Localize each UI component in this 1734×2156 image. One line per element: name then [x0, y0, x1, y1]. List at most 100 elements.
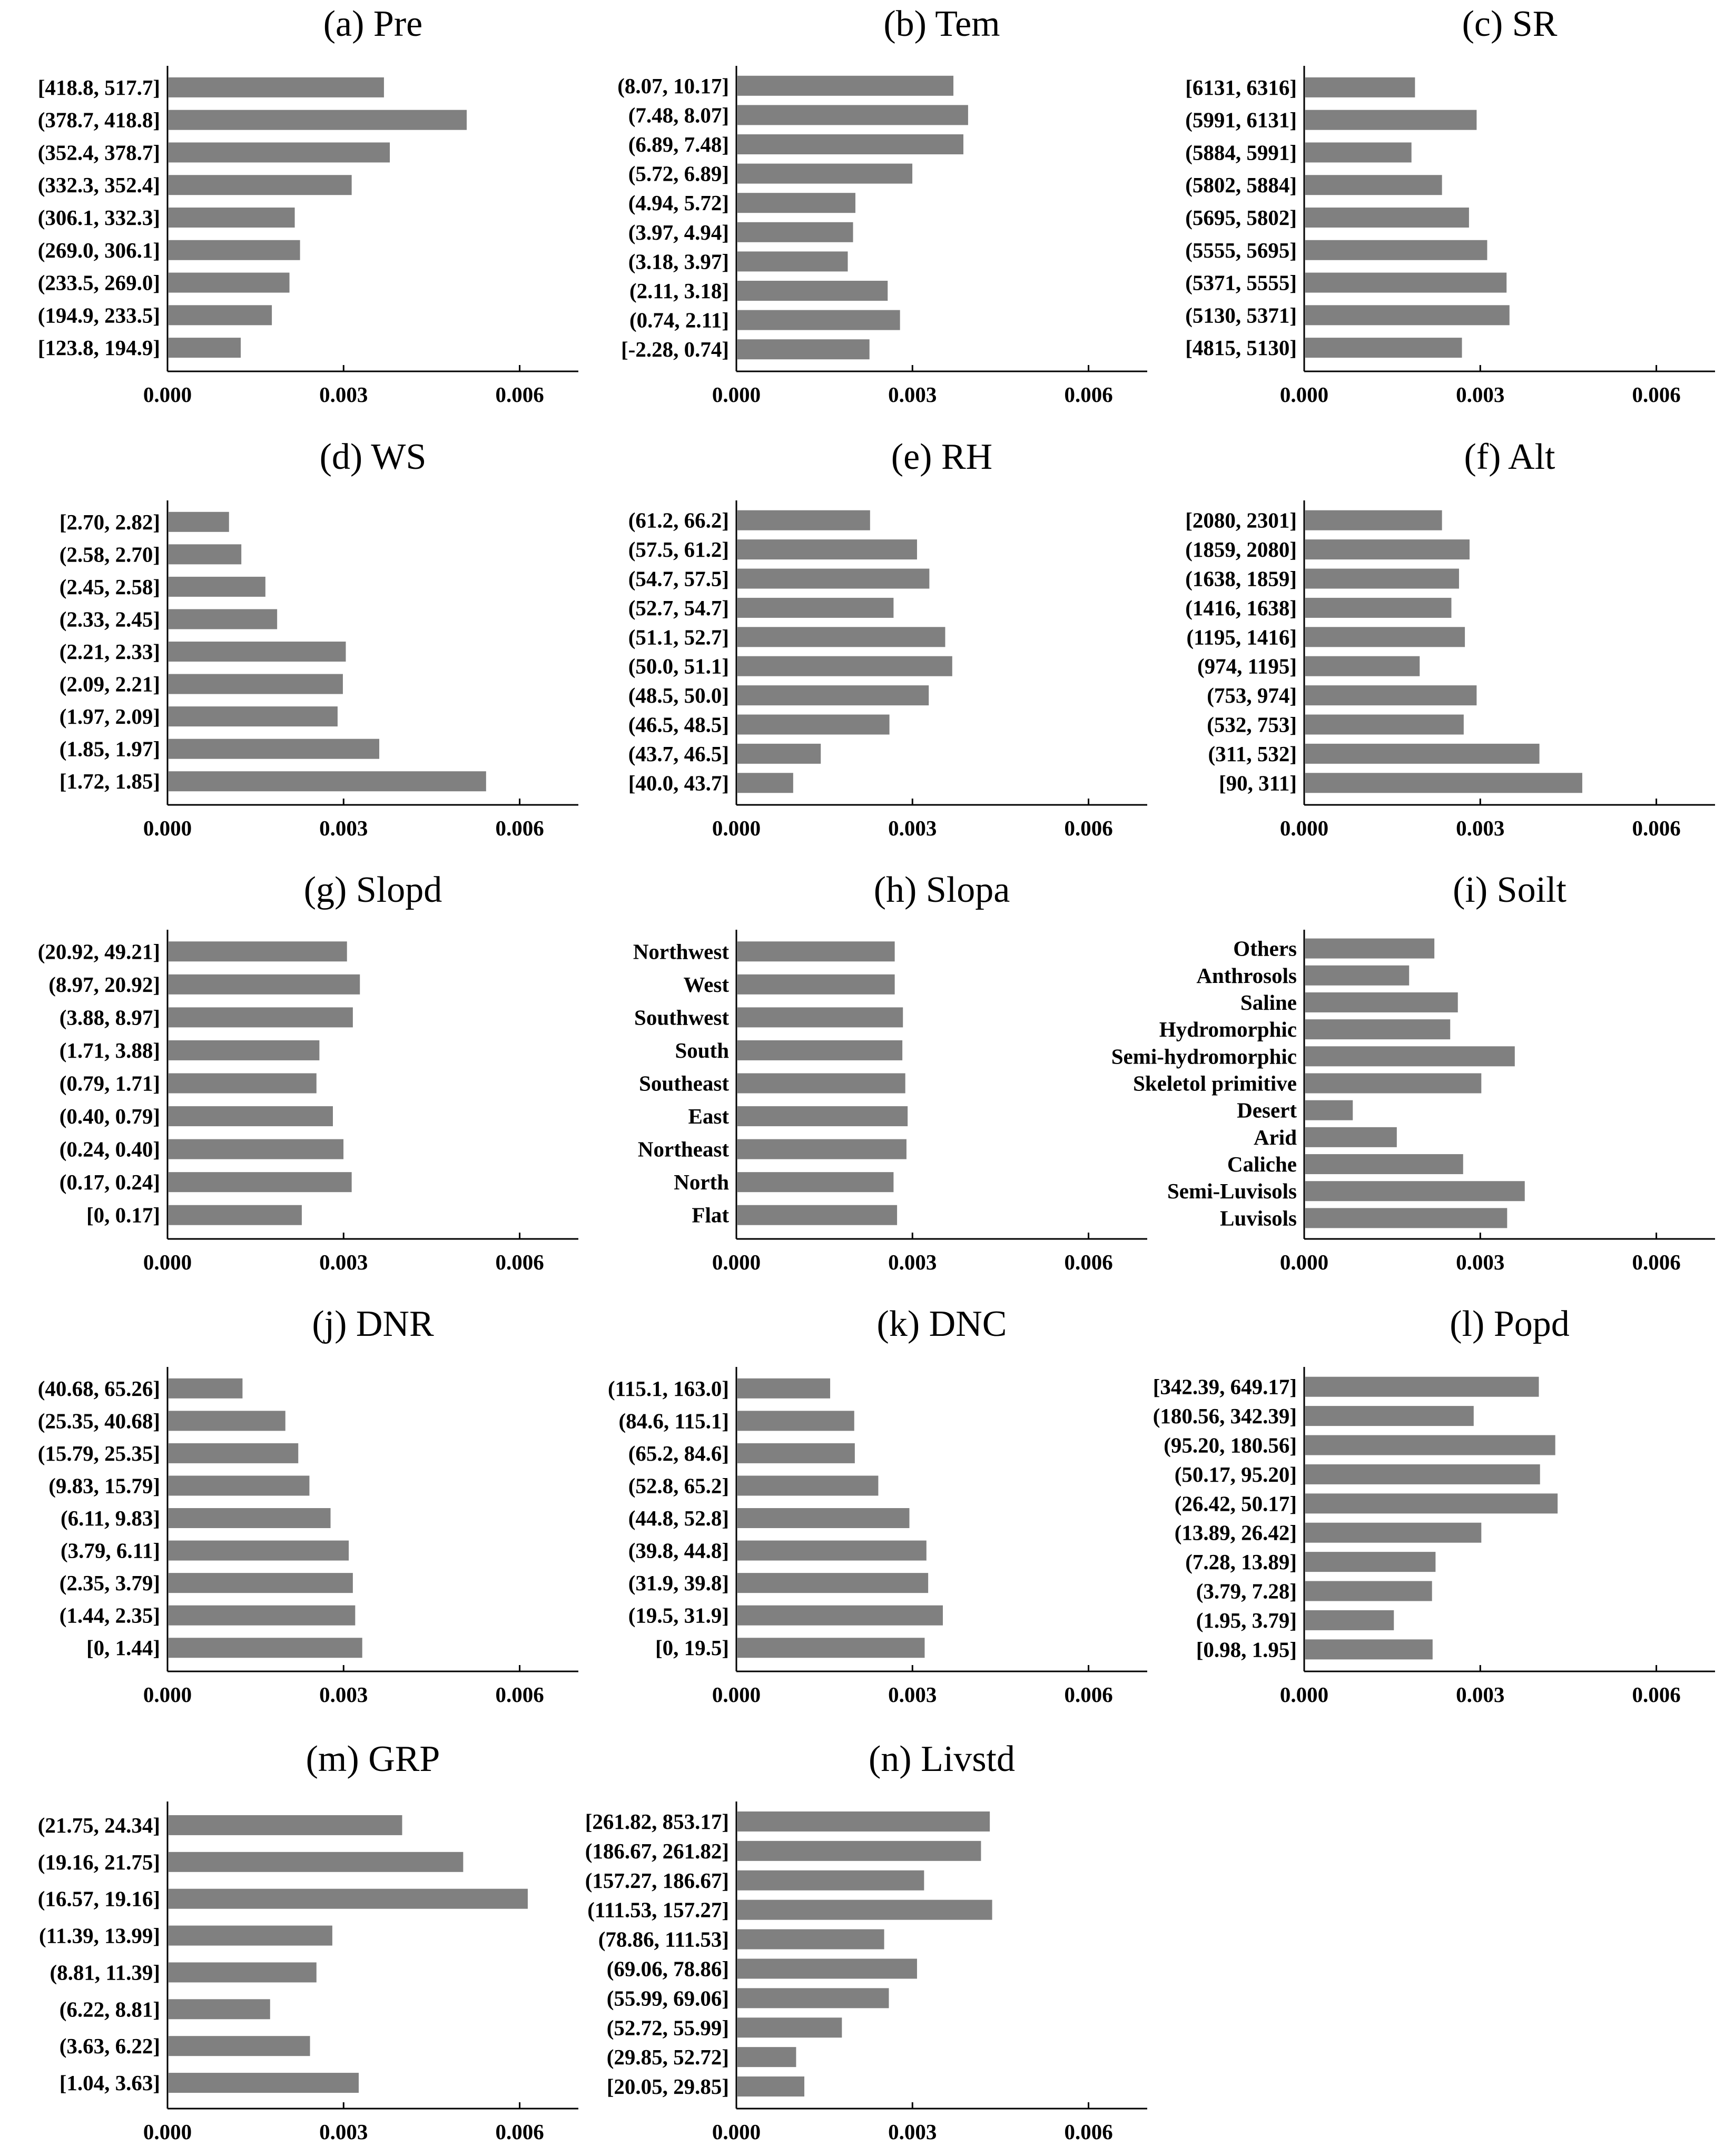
category-label: (5130, 5371]: [1185, 303, 1297, 327]
category-label: Caliche: [1227, 1152, 1297, 1176]
bar: [737, 1073, 905, 1094]
bar: [169, 706, 338, 727]
category-label: (3.97, 4.94]: [628, 220, 729, 244]
bar: [737, 2047, 796, 2068]
bar: [1305, 1019, 1451, 1040]
bar: [1305, 142, 1412, 163]
bar: [169, 110, 467, 130]
category-label: (180.56, 342.39]: [1153, 1404, 1297, 1428]
category-label: (39.8, 44.8]: [628, 1539, 729, 1563]
category-label: (194.9, 233.5]: [38, 303, 160, 327]
category-label: (8.97, 20.92]: [48, 972, 160, 997]
bar: [1305, 656, 1420, 676]
bar: [1305, 743, 1540, 764]
category-label: (233.5, 269.0]: [38, 271, 160, 295]
bar: [737, 1840, 981, 1861]
category-label: (8.07, 10.17]: [617, 74, 729, 98]
category-label: North: [674, 1170, 729, 1194]
category-label: [4815, 5130]: [1185, 336, 1297, 360]
x-tick-label: 0.003: [1456, 1682, 1504, 1707]
bar: [1305, 1435, 1555, 1455]
category-label: (0.74, 2.11]: [629, 308, 729, 332]
bar: [737, 1007, 903, 1028]
bar: [737, 627, 945, 647]
bar: [737, 974, 895, 995]
category-label: (1.95, 3.79]: [1196, 1608, 1297, 1632]
category-label: (111.53, 157.27]: [587, 1898, 729, 1922]
chart-title: (a) Pre: [323, 4, 423, 44]
category-label: (5555, 5695]: [1185, 238, 1297, 262]
category-label: (157.27, 186.67]: [585, 1868, 729, 1893]
bar: [169, 1605, 356, 1626]
bar: [737, 222, 853, 242]
bar: [1305, 1376, 1539, 1397]
category-label: Luvisols: [1220, 1206, 1297, 1230]
x-tick-label: 0.006: [1632, 816, 1680, 840]
category-label: [2080, 2301]: [1185, 508, 1297, 533]
bar: [737, 1139, 907, 1159]
category-label: [6131, 6316]: [1185, 75, 1297, 100]
x-tick-label: 0.003: [888, 2120, 937, 2144]
bar: [1305, 1127, 1397, 1147]
chart-title: (d) WS: [320, 437, 427, 477]
x-tick-label: 0.003: [1456, 816, 1504, 840]
bar: [1305, 1639, 1433, 1660]
category-label: (40.68, 65.26]: [38, 1376, 160, 1401]
chart-panel-4: (e) RH (61.2, 66.2] (57.5, 61.2] (54.7, 57.…: [628, 437, 1147, 840]
bar: [737, 1958, 917, 1979]
category-label: Others: [1233, 937, 1297, 961]
category-label: (6.89, 7.48]: [628, 132, 729, 156]
category-label: (2.21, 2.33]: [60, 639, 160, 664]
x-tick-label: 0.000: [712, 2120, 761, 2144]
bar: [737, 1929, 884, 1950]
bar: [169, 1007, 353, 1028]
bar: [737, 714, 890, 735]
bar: [169, 1106, 333, 1127]
x-tick-label: 0.003: [319, 1250, 368, 1274]
category-label: (6.11, 9.83]: [61, 1506, 160, 1530]
bar: [169, 739, 380, 759]
bar: [1305, 773, 1582, 793]
x-tick-label: 0.006: [1632, 382, 1680, 407]
bar: [169, 1378, 243, 1399]
bar: [737, 2017, 842, 2038]
category-label: (1195, 1416]: [1186, 625, 1297, 649]
bar: [169, 642, 346, 662]
category-label: Northeast: [638, 1137, 729, 1161]
bar: [1305, 938, 1435, 959]
bar: [169, 272, 290, 293]
category-label: (6.22, 8.81]: [60, 1997, 160, 2021]
category-label: (2.09, 2.21]: [60, 672, 160, 696]
category-label: (5371, 5555]: [1185, 271, 1297, 295]
bar: [1305, 338, 1462, 358]
bar: [169, 1888, 528, 1909]
category-label: Flat: [692, 1203, 729, 1227]
category-label: (5802, 5884]: [1185, 173, 1297, 197]
bar: [737, 685, 929, 706]
bar: [169, 974, 360, 995]
x-tick-label: 0.000: [712, 816, 761, 840]
bar: [737, 539, 917, 560]
bar: [1305, 568, 1459, 589]
category-label: [342.39, 649.17]: [1153, 1375, 1297, 1399]
x-tick-label: 0.000: [1280, 1250, 1328, 1274]
chart-panel-7: (h) Slopa Northwest West Southwest South Sout…: [633, 870, 1147, 1274]
bar: [1305, 175, 1442, 195]
category-label: Anthrosols: [1196, 963, 1297, 988]
category-label: (3.88, 8.97]: [60, 1005, 160, 1029]
bar: [1305, 965, 1410, 986]
category-label: (50.17, 95.20]: [1175, 1462, 1297, 1486]
x-tick-label: 0.000: [143, 1250, 192, 1274]
bar: [737, 310, 900, 330]
category-label: (1638, 1859]: [1185, 567, 1297, 591]
x-tick-label: 0.003: [888, 1250, 937, 1274]
bar: [1305, 627, 1465, 647]
bar: [737, 105, 968, 125]
bar: [737, 75, 954, 96]
category-label: (61.2, 66.2]: [628, 508, 729, 533]
bar: [1305, 1100, 1353, 1120]
category-label: (332.3, 352.4]: [38, 173, 160, 197]
category-label: (1.44, 2.35]: [60, 1603, 160, 1628]
chart-panel-3: (d) WS [2.70, 2.82] (2.58, 2.70] (2.45, 2.5…: [60, 437, 578, 840]
chart-panel-9: (j) DNR (40.68, 65.26] (25.35, 40.68] (15.7…: [38, 1304, 578, 1707]
